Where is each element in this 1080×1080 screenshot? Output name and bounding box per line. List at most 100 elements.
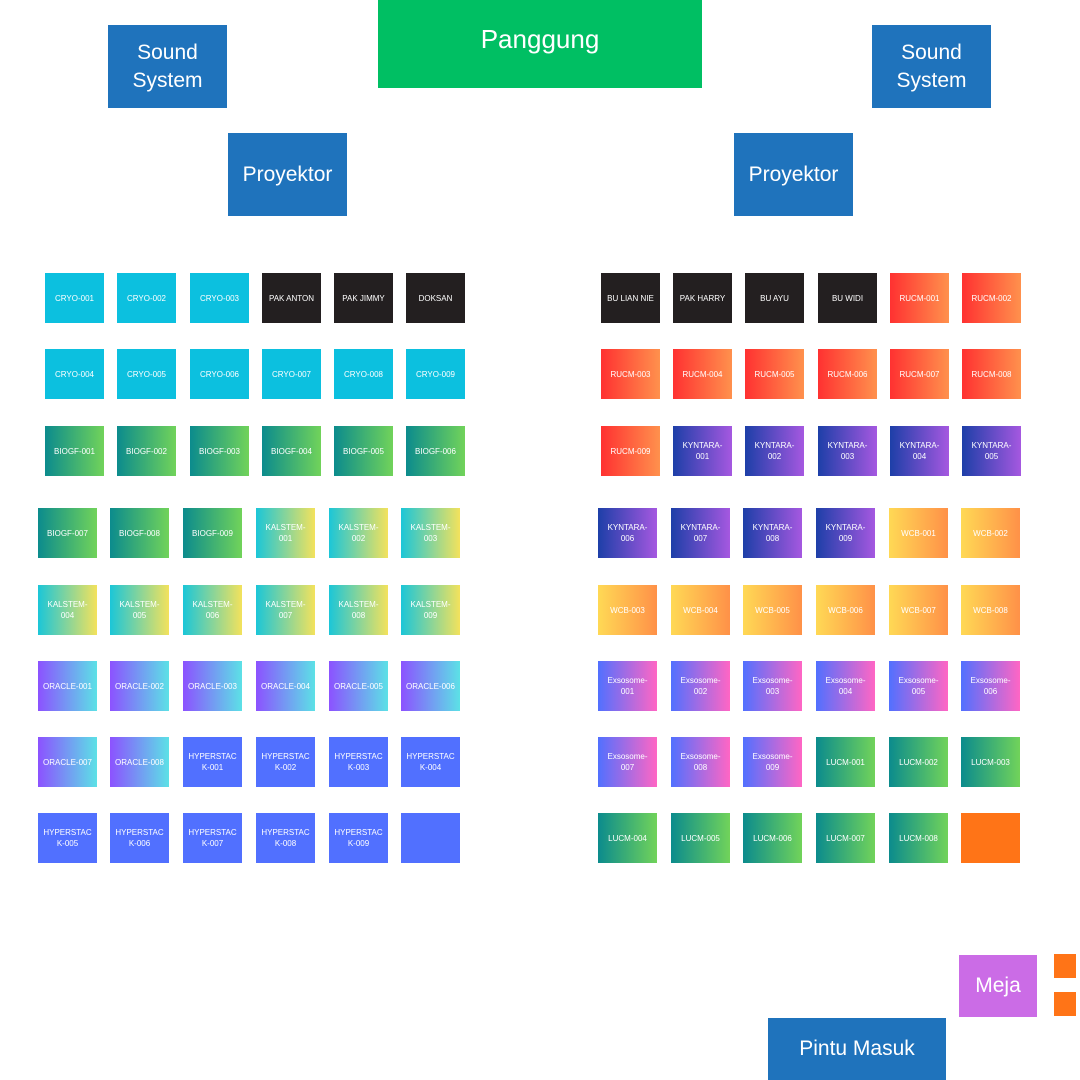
seat-label: KYNTARA-001	[682, 441, 723, 461]
seat-label: RUCM-001	[899, 293, 940, 303]
seat-label: BIOGF-009	[192, 528, 233, 538]
seat-label: BU WIDI	[831, 293, 864, 303]
seat-left: ORACLE-004	[256, 661, 315, 711]
seat-label: BU AYU	[760, 293, 789, 303]
seat-label: HYPERSTACK-003	[334, 752, 383, 772]
seat-label: KALSTEM-009	[410, 600, 451, 620]
orange-square-top	[1054, 954, 1076, 978]
seat-right: Exsosome-001	[598, 661, 657, 711]
seat-left: HYPERSTACK-008	[256, 813, 315, 863]
seat-label: KYNTARA-007	[680, 523, 721, 543]
seat-right: RUCM-005	[745, 349, 804, 399]
seat-label: BU LIAN NIE	[607, 293, 654, 303]
seat-right: RUCM-002	[962, 273, 1021, 323]
seat-label: LUCM-006	[753, 833, 792, 843]
seat-left: HYPERSTACK-007	[183, 813, 242, 863]
seat-right: KYNTARA-001	[673, 426, 732, 476]
seat-label: BIOGF-006	[415, 446, 456, 456]
seat-label: KYNTARA-002	[754, 441, 795, 461]
sound-system-left-label: Sound System	[132, 40, 203, 92]
seat-left: CRYO-001	[45, 273, 104, 323]
seat-label: BIOGF-005	[343, 446, 384, 456]
seat-right: Exsosome-004	[816, 661, 875, 711]
seat-label: KALSTEM-007	[265, 600, 306, 620]
seat-right: Exsosome-007	[598, 737, 657, 787]
seat-right: PAK HARRY	[673, 273, 732, 323]
seat-label: ORACLE-003	[188, 681, 237, 691]
seat-left: CRYO-006	[190, 349, 249, 399]
seat-left: KALSTEM-003	[401, 508, 460, 558]
seat-label: ORACLE-004	[261, 681, 310, 691]
seat-label: RUCM-006	[827, 369, 868, 379]
seat-right: Exsosome-006	[961, 661, 1020, 711]
seat-right: LUCM-002	[889, 737, 948, 787]
sound-system-right-label: Sound System	[896, 40, 967, 92]
seat-label: WCB-003	[610, 605, 645, 615]
seat-left: CRYO-009	[406, 349, 465, 399]
seat-label: RUCM-003	[610, 369, 651, 379]
seat-label: ORACLE-005	[334, 681, 383, 691]
seat-label: KALSTEM-004	[47, 600, 88, 620]
seat-label: KYNTARA-006	[607, 523, 648, 543]
seat-label: ORACLE-001	[43, 681, 92, 691]
seat-label: BIOGF-004	[271, 446, 312, 456]
seat-right: RUCM-007	[890, 349, 949, 399]
seat-label: PAK ANTON	[268, 293, 315, 303]
seat-right: KYNTARA-005	[962, 426, 1021, 476]
seat-left: KALSTEM-001	[256, 508, 315, 558]
seat-label: DOKSAN	[418, 293, 453, 303]
seat-right: RUCM-001	[890, 273, 949, 323]
seat-label: KALSTEM-003	[410, 523, 451, 543]
seat-left: KALSTEM-007	[256, 585, 315, 635]
seat-left: DOKSAN	[406, 273, 465, 323]
seat-left: CRYO-007	[262, 349, 321, 399]
empty-seat-left	[401, 813, 460, 863]
seat-label: LUCM-004	[608, 833, 647, 843]
seat-label: Exsosome-004	[825, 676, 866, 696]
seat-right: KYNTARA-007	[671, 508, 730, 558]
seat-left: KALSTEM-006	[183, 585, 242, 635]
seat-right: KYNTARA-009	[816, 508, 875, 558]
seat-label: HYPERSTACK-007	[188, 828, 237, 848]
seat-label: CRYO-001	[55, 293, 94, 303]
seat-right: WCB-002	[961, 508, 1020, 558]
seat-right: RUCM-004	[673, 349, 732, 399]
seat-right: LUCM-007	[816, 813, 875, 863]
seat-right: RUCM-008	[962, 349, 1021, 399]
projector-left: Proyektor	[228, 133, 347, 216]
seat-label: Exsosome-002	[680, 676, 721, 696]
seat-label: Exsosome-001	[607, 676, 648, 696]
seat-label: KALSTEM-008	[338, 600, 379, 620]
seat-label: LUCM-003	[971, 757, 1010, 767]
seat-label: HYPERSTACK-002	[261, 752, 310, 772]
seat-label: RUCM-007	[899, 369, 940, 379]
seat-left: KALSTEM-009	[401, 585, 460, 635]
seat-label: BIOGF-008	[119, 528, 160, 538]
seat-right: WCB-007	[889, 585, 948, 635]
seat-right: RUCM-006	[818, 349, 877, 399]
projector-right: Proyektor	[734, 133, 853, 216]
seat-left: ORACLE-005	[329, 661, 388, 711]
seat-left: CRYO-002	[117, 273, 176, 323]
seat-label: Exsosome-008	[680, 752, 721, 772]
seat-right: LUCM-001	[816, 737, 875, 787]
seat-left: HYPERSTACK-003	[329, 737, 388, 787]
seat-label: Exsosome-007	[607, 752, 648, 772]
seat-label: CRYO-003	[200, 293, 239, 303]
seat-right: WCB-006	[816, 585, 875, 635]
seat-right: Exsosome-008	[671, 737, 730, 787]
seat-label: KYNTARA-004	[899, 441, 940, 461]
seat-right: WCB-004	[671, 585, 730, 635]
seat-label: BIOGF-002	[126, 446, 167, 456]
seat-label: ORACLE-006	[406, 681, 455, 691]
seat-label: WCB-008	[973, 605, 1008, 615]
seat-label: WCB-002	[973, 528, 1008, 538]
seat-right: Exsosome-003	[743, 661, 802, 711]
seat-right: KYNTARA-004	[890, 426, 949, 476]
seat-label: LUCM-008	[899, 833, 938, 843]
seat-label: WCB-001	[901, 528, 936, 538]
seat-label: ORACLE-008	[115, 757, 164, 767]
seat-right: LUCM-003	[961, 737, 1020, 787]
seat-label: WCB-005	[755, 605, 790, 615]
seat-right: Exsosome-009	[743, 737, 802, 787]
